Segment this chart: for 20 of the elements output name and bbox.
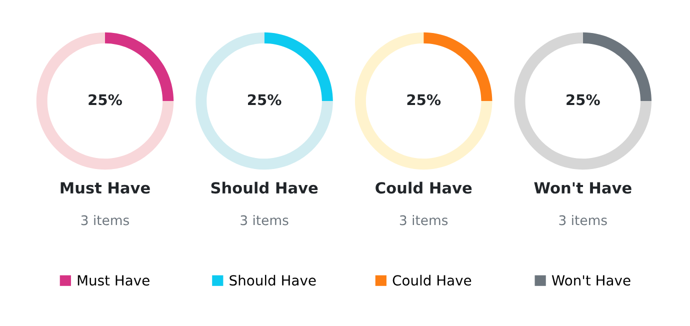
text: 3 items: [240, 215, 288, 226]
text: Won't Have: [534, 182, 632, 194]
data-label: 25%: [88, 94, 122, 106]
text: Must Have: [60, 182, 150, 194]
text: Could Have: [376, 182, 472, 194]
donut-slice: [36, 32, 174, 170]
donut-slice: [354, 32, 492, 170]
legend-label: Could Have: [392, 274, 472, 286]
data-label: 25%: [566, 94, 600, 106]
text: 3 items: [81, 215, 129, 226]
text: 3 items: [400, 215, 448, 226]
legend-label: Must Have: [78, 275, 150, 286]
text: 3 items: [559, 215, 607, 226]
donut-slice: [514, 32, 652, 170]
legend-label: Should Have: [230, 274, 316, 286]
data-label: 25%: [407, 94, 441, 106]
donut-slice: [196, 32, 333, 170]
text: Should Have: [211, 182, 318, 194]
data-label: 25%: [248, 94, 282, 106]
legend-label: Won't Have: [552, 275, 630, 286]
